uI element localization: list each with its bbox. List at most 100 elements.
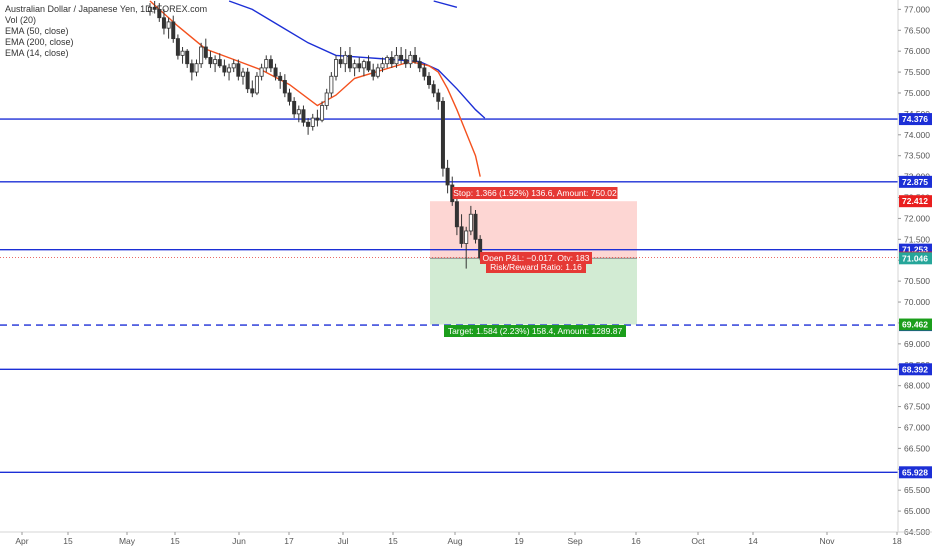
rr-label-bg: [486, 261, 586, 273]
price-tag: [899, 252, 932, 265]
time-tick-label: 15: [63, 536, 73, 546]
candle: [445, 159, 450, 194]
stop-label: Stop: 1.366 (1.92%) 136.6, Amount: 750.0…: [452, 187, 618, 199]
candle: [454, 193, 459, 236]
candle: [222, 59, 227, 77]
price-tag-label: 71.046: [902, 253, 928, 263]
candle-body: [361, 61, 366, 69]
level-tag-label: 71.253: [902, 245, 928, 255]
candle-body: [213, 59, 218, 65]
price-tick-label: 66.500: [904, 443, 930, 453]
candle-body: [222, 65, 227, 73]
candle-body: [259, 67, 264, 77]
candle-body: [166, 21, 171, 29]
ema50-line: [228, 0, 486, 119]
indicator-vol[interactable]: Vol (20): [5, 15, 37, 25]
candle: [426, 72, 431, 89]
candle: [315, 109, 320, 127]
candle: [366, 55, 371, 73]
candle-body: [147, 6, 152, 12]
level-tag: [899, 175, 932, 188]
candle-body: [254, 75, 259, 94]
candle-body: [268, 59, 273, 69]
price-tick-label: 74.000: [904, 130, 930, 140]
candle: [171, 15, 176, 43]
candle-body: [157, 8, 162, 19]
time-tick-label: May: [119, 536, 136, 546]
price-tick-label: 67.000: [904, 422, 930, 432]
candle: [301, 105, 306, 127]
candle: [389, 51, 394, 68]
candle: [343, 51, 348, 73]
candle-body: [436, 92, 441, 102]
candle: [264, 55, 269, 73]
candle-body: [208, 57, 213, 65]
symbol-title[interactable]: Australian Dollar / Japanese Yen, 1D, FO…: [5, 4, 208, 14]
indicator-ema14[interactable]: EMA (14, close): [5, 48, 69, 58]
candle: [161, 9, 166, 35]
candle-body: [320, 105, 325, 121]
indicator-ema50[interactable]: EMA (50, close): [5, 26, 69, 36]
candle: [217, 53, 222, 68]
candle: [436, 88, 441, 110]
candle: [194, 59, 199, 77]
time-tick-label: 18: [892, 536, 902, 546]
candle: [371, 63, 376, 81]
candle-body: [161, 17, 166, 29]
candle-body: [380, 63, 385, 69]
candle: [203, 38, 208, 60]
candle: [380, 57, 385, 73]
candle: [175, 34, 180, 60]
candle: [189, 59, 194, 81]
indicator-ema200[interactable]: EMA (200, close): [5, 37, 74, 47]
candle: [338, 46, 343, 68]
candle-body: [306, 121, 311, 127]
candle-body: [403, 59, 408, 65]
target-label-bg: [444, 325, 626, 337]
candle-body: [459, 226, 464, 244]
stop-loss-zone: [430, 201, 637, 259]
candle-body: [296, 109, 301, 115]
candle-body: [278, 75, 283, 81]
candle-body: [236, 63, 241, 77]
candle-body: [343, 54, 348, 65]
candle-body: [282, 80, 287, 94]
candle: [413, 46, 418, 64]
candle-body: [264, 59, 269, 69]
candle-body: [329, 75, 334, 94]
price-tick-label: 70.500: [904, 276, 930, 286]
candle: [208, 51, 213, 68]
candle-body: [301, 109, 306, 123]
level-tag-label: 65.928: [902, 467, 928, 477]
level-tag: [899, 363, 932, 376]
candle: [464, 226, 469, 269]
time-tick-label: 15: [170, 536, 180, 546]
candle: [166, 17, 171, 39]
stop-label-bg: [452, 187, 618, 199]
candle-body: [287, 92, 292, 102]
candle: [468, 205, 473, 236]
candle-body: [375, 67, 380, 77]
time-tick-label: Oct: [691, 536, 705, 546]
candle-body: [245, 71, 250, 90]
time-axis[interactable]: Apr 15 May 15 Jun 17 Jul 15 Aug 19 Sep 16 Oct 14 Nov 18: [0, 531, 932, 546]
candle-body: [468, 213, 473, 232]
ema200-line: [433, 0, 458, 8]
candle: [310, 113, 315, 131]
price-tag-label: 69.462: [902, 320, 928, 330]
candle-body: [473, 213, 478, 240]
candle-body: [399, 54, 404, 60]
candle-body: [385, 57, 390, 65]
candle-body: [417, 61, 422, 69]
time-tick-label: Apr: [15, 536, 28, 546]
time-tick-label: 14: [748, 536, 758, 546]
price-axis[interactable]: 77.00076.50076.00075.50075.00074.50074.0…: [897, 0, 930, 537]
time-tick-label: Aug: [447, 536, 462, 546]
candle: [352, 59, 357, 77]
candle-body: [324, 92, 329, 106]
candle-body: [227, 67, 232, 73]
price-tick-label: 75.000: [904, 88, 930, 98]
candle-body: [152, 6, 157, 10]
